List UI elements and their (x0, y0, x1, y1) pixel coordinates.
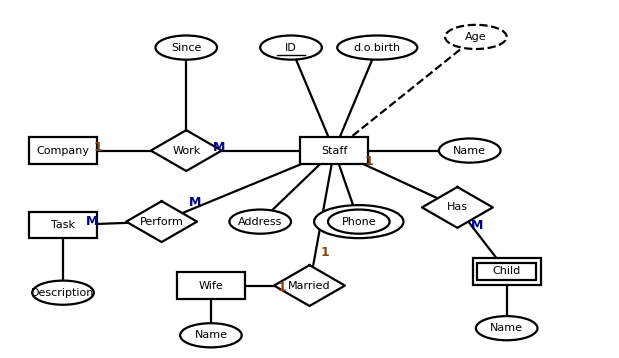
Text: M: M (212, 141, 225, 154)
Text: M: M (86, 216, 98, 228)
Text: Company: Company (37, 146, 90, 156)
Text: Since: Since (171, 43, 201, 53)
Text: M: M (188, 195, 201, 208)
Text: Wife: Wife (199, 281, 223, 291)
Text: ID: ID (285, 43, 297, 53)
Text: Address: Address (238, 217, 282, 227)
Text: 1: 1 (365, 155, 373, 169)
Bar (177, 272, 245, 299)
Ellipse shape (476, 316, 537, 340)
Text: Task: Task (51, 220, 75, 230)
Ellipse shape (439, 139, 501, 163)
Text: M: M (470, 219, 483, 232)
Text: Married: Married (288, 281, 331, 291)
Text: Child: Child (493, 266, 521, 276)
Ellipse shape (260, 35, 322, 60)
Ellipse shape (445, 25, 507, 49)
Text: 1: 1 (277, 281, 286, 294)
Ellipse shape (32, 281, 94, 305)
Ellipse shape (314, 205, 404, 238)
Text: Staff: Staff (321, 146, 347, 156)
Text: Has: Has (447, 202, 468, 212)
Text: 1: 1 (93, 141, 102, 154)
Bar (473, 258, 540, 285)
Polygon shape (151, 130, 222, 171)
Text: Perform: Perform (140, 217, 184, 227)
Text: Name: Name (453, 146, 486, 156)
Polygon shape (126, 201, 197, 242)
Bar (300, 137, 368, 164)
Text: Work: Work (172, 146, 201, 156)
Text: d.o.birth: d.o.birth (353, 43, 401, 53)
Ellipse shape (328, 209, 389, 234)
Ellipse shape (230, 209, 291, 234)
Text: Name: Name (194, 330, 227, 340)
Bar (477, 262, 536, 280)
Polygon shape (274, 265, 345, 306)
Text: Name: Name (490, 323, 523, 333)
Ellipse shape (180, 323, 241, 347)
Text: Phone: Phone (342, 217, 376, 227)
Text: 1: 1 (321, 246, 329, 259)
Text: Age: Age (465, 32, 487, 42)
Text: Description: Description (32, 288, 95, 297)
Bar (29, 137, 97, 164)
Ellipse shape (337, 35, 417, 60)
Ellipse shape (155, 35, 217, 60)
Polygon shape (422, 187, 493, 228)
Bar (29, 212, 97, 238)
